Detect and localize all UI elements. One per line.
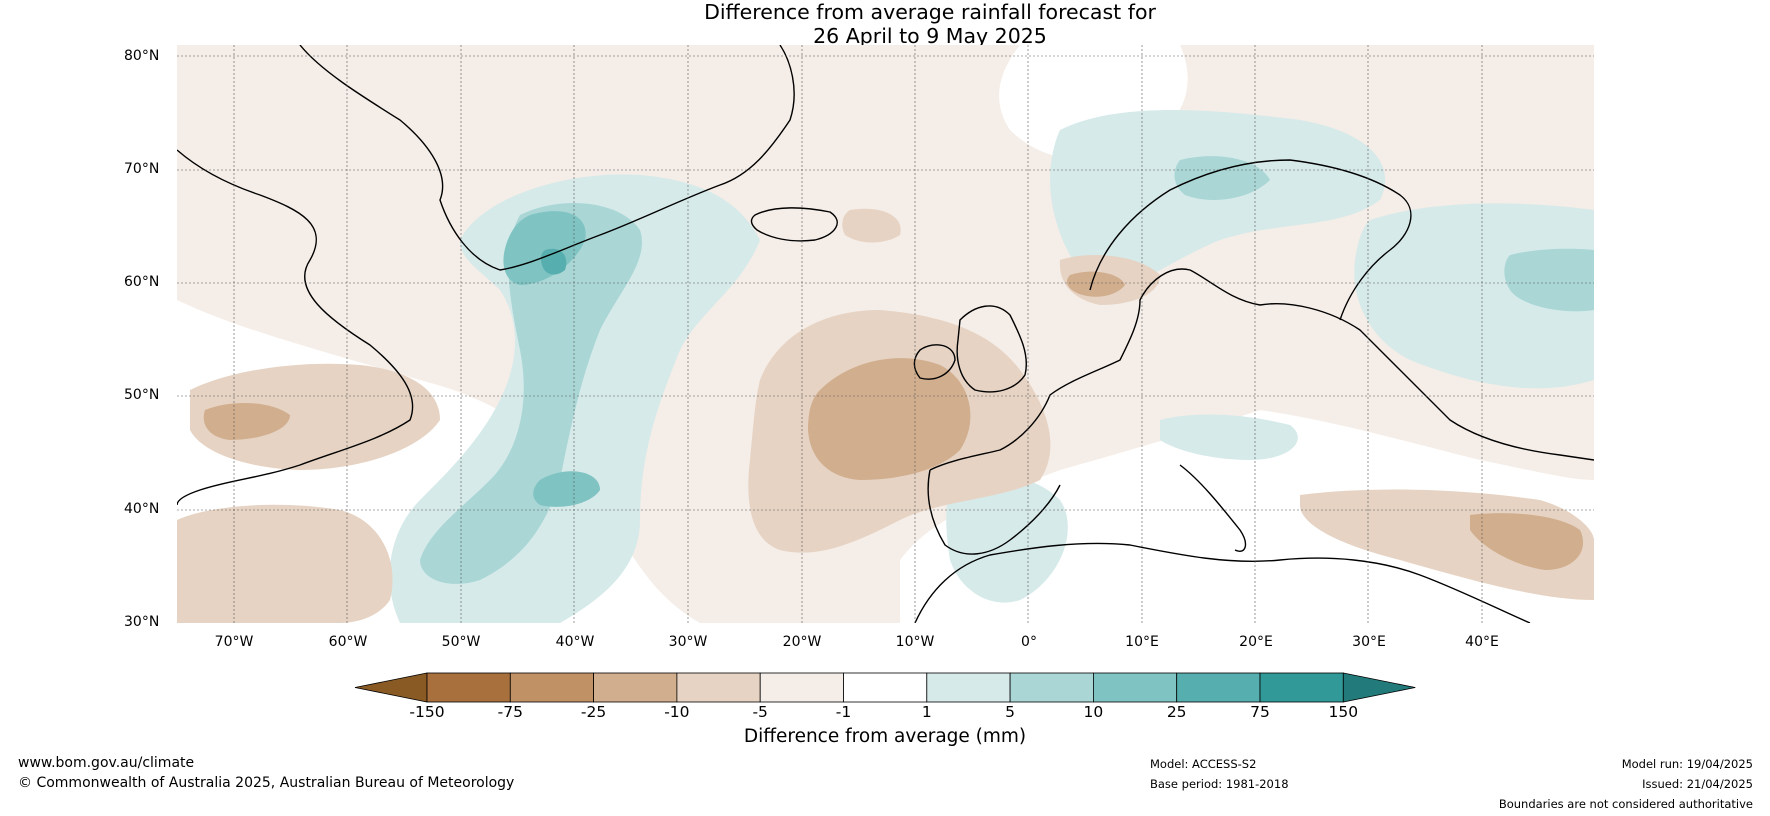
colorbar-segment xyxy=(1259,672,1344,703)
colorbar-tick-label: 150 xyxy=(1328,703,1359,721)
map-field xyxy=(177,45,1594,623)
copyright-text: © Commonwealth of Australia 2025, Austra… xyxy=(18,775,515,791)
italy-coastline xyxy=(1179,464,1247,552)
lat-label-30n: 30°N xyxy=(124,614,160,630)
colorbar-segment xyxy=(759,672,844,703)
model-run-date: Model run: 19/04/2025 xyxy=(1621,757,1753,771)
canada-coastline xyxy=(177,149,414,506)
colorbar-tick-label: 25 xyxy=(1166,703,1187,721)
lon-label-30w: 30°W xyxy=(668,634,708,650)
colorbar-segment xyxy=(426,672,511,703)
dry-anomaly-medium xyxy=(1470,513,1584,570)
colorbar-tick-label: 5 xyxy=(1005,703,1016,721)
wet-anomaly-strong xyxy=(533,471,600,507)
lon-label-40e: 40°E xyxy=(1465,634,1499,650)
map-title: Difference from average rainfall forecas… xyxy=(630,0,1230,48)
europe-coastline xyxy=(929,268,1594,471)
lon-label-40w: 40°W xyxy=(555,634,595,650)
wet-anomaly-medium xyxy=(1174,156,1270,200)
colorbar-tick-label: 10 xyxy=(1083,703,1104,721)
lon-label-10e: 10°E xyxy=(1125,634,1159,650)
colorbar-tick-label: -150 xyxy=(409,703,445,721)
colorbar-segment xyxy=(843,672,928,703)
iberia-coastline xyxy=(927,469,1061,555)
colorbar-segment xyxy=(509,672,594,703)
ireland-coastline xyxy=(913,344,956,380)
colorbar-label: Difference from average (mm) xyxy=(743,726,1027,747)
colorbar-tick-label: -75 xyxy=(497,703,523,721)
wet-anomaly-light xyxy=(1050,110,1386,292)
scandinavia-coastline xyxy=(1089,159,1412,321)
boundaries-disclaimer: Boundaries are not considered authoritat… xyxy=(1498,797,1753,811)
lat-label-50n: 50°N xyxy=(124,387,160,403)
lon-label-60w: 60°W xyxy=(328,634,368,650)
iceland-coastline xyxy=(750,207,838,242)
colorbar-segment xyxy=(593,672,678,703)
colorbar-segment xyxy=(1093,672,1178,703)
dry-anomaly-light xyxy=(842,208,901,243)
colorbar-tick-label: -1 xyxy=(835,703,852,721)
wet-anomaly-medium xyxy=(420,203,642,584)
lat-label-40n: 40°N xyxy=(124,501,160,517)
wet-anomaly-light xyxy=(1354,203,1594,389)
wet-anomaly-light xyxy=(1160,414,1298,460)
wet-anomaly-medium xyxy=(1504,248,1594,312)
lat-label-70n: 70°N xyxy=(124,161,160,177)
colorbar-tick-label: -10 xyxy=(664,703,690,721)
dry-anomaly-light xyxy=(177,504,393,623)
base-period: Base period: 1981-2018 xyxy=(1150,777,1289,791)
colorbar-segment xyxy=(1009,672,1094,703)
lon-label-30e: 30°E xyxy=(1352,634,1386,650)
lat-label-60n: 60°N xyxy=(124,274,160,290)
lon-label-0: 0° xyxy=(1021,634,1037,650)
title-line-1: Difference from average rainfall forecas… xyxy=(704,0,1156,24)
website-link[interactable]: www.bom.gov.au/climate xyxy=(18,755,195,771)
issued-date: Issued: 21/04/2025 xyxy=(1642,777,1753,791)
dry-anomaly-medium xyxy=(1067,271,1125,297)
dry-anomaly-medium xyxy=(203,403,290,440)
graticule xyxy=(177,45,1594,623)
colorbar-tick-label: 75 xyxy=(1250,703,1270,721)
model-name: Model: ACCESS-S2 xyxy=(1150,757,1257,771)
greenland-coastline xyxy=(299,45,795,271)
lat-label-80n: 80°N xyxy=(124,48,160,64)
dry-anomaly-light xyxy=(190,363,440,470)
colorbar-tick-label: -25 xyxy=(580,703,607,721)
neutral-zone xyxy=(900,410,1594,623)
lon-label-50w: 50°W xyxy=(441,634,481,650)
colorbar-segment xyxy=(1176,672,1261,703)
dry-anomaly-medium xyxy=(808,358,971,480)
title-line-2: 26 April to 9 May 2025 xyxy=(813,24,1047,48)
lon-label-20w: 20°W xyxy=(782,634,822,650)
africa-coastline xyxy=(914,542,1531,623)
colorbar-segment xyxy=(676,672,761,703)
coastlines xyxy=(177,45,1594,623)
uk-coastline xyxy=(956,305,1027,393)
colorbar-extend-low xyxy=(354,672,428,703)
colorbar-tick-label: 1 xyxy=(921,703,932,721)
colorbar-tick-label: -5 xyxy=(752,703,768,721)
colorbar-segment xyxy=(926,672,1011,703)
lon-label-10w: 10°W xyxy=(895,634,935,650)
colorbar-extend-high xyxy=(1342,672,1416,703)
wet-anomaly-light xyxy=(946,476,1068,603)
lon-label-70w: 70°W xyxy=(214,634,254,650)
lon-label-20e: 20°E xyxy=(1239,634,1273,650)
